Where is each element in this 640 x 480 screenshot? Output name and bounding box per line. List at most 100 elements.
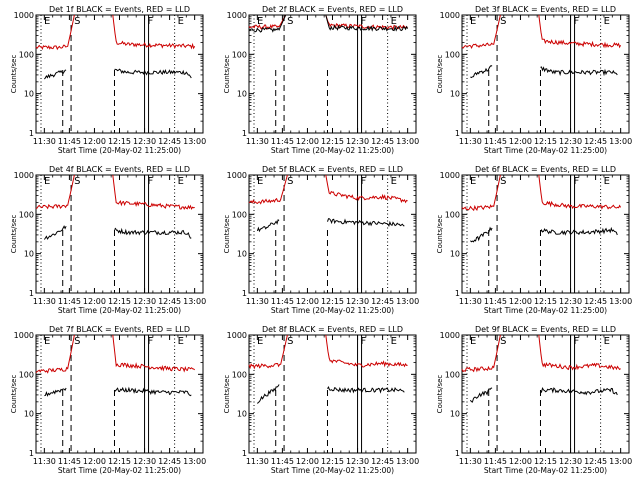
series-events-segment-2 bbox=[114, 227, 192, 239]
y-tick-label: 1 bbox=[242, 449, 247, 458]
x-tick-label: 11:30 bbox=[459, 137, 482, 146]
y-tick-label: 100 bbox=[445, 210, 460, 219]
panel-title: Det 5f BLACK = Events, RED = LLD bbox=[262, 165, 403, 174]
x-axis-label: Start Time (20-May-02 11:25:00) bbox=[271, 466, 394, 475]
plot-frame bbox=[35, 334, 204, 454]
marker-label: F bbox=[148, 16, 154, 27]
marker-label: E bbox=[44, 336, 50, 347]
x-axis-label: Start Time (20-May-02 11:25:00) bbox=[58, 306, 181, 315]
panel-title: Det 1f BLACK = Events, RED = LLD bbox=[49, 5, 190, 14]
x-tick-label: 12:15 bbox=[108, 137, 131, 146]
series-lld-segment-2 bbox=[538, 334, 621, 371]
series-lld-segment-2 bbox=[325, 334, 408, 368]
y-tick-label: 1000 bbox=[440, 11, 460, 20]
x-tick-label: 13:00 bbox=[183, 137, 206, 146]
x-tick-label: 12:30 bbox=[346, 457, 369, 466]
y-tick-label: 1000 bbox=[227, 331, 247, 340]
y-axis-label: Counts/sec bbox=[436, 215, 444, 254]
x-tick-label: 12:30 bbox=[133, 137, 156, 146]
x-tick-label: 11:45 bbox=[58, 137, 81, 146]
y-tick-label: 1 bbox=[29, 289, 34, 298]
y-tick-label: 1 bbox=[455, 289, 460, 298]
x-tick-label: 11:45 bbox=[484, 297, 507, 306]
y-tick-label: 1 bbox=[29, 129, 34, 138]
marker-label: E bbox=[257, 176, 263, 187]
y-tick-label: 100 bbox=[445, 50, 460, 59]
x-tick-label: 12:30 bbox=[133, 297, 156, 306]
y-tick-label: 10 bbox=[24, 410, 34, 419]
y-tick-label: 1 bbox=[29, 449, 34, 458]
y-tick-label: 1000 bbox=[227, 11, 247, 20]
panel-det-3: Det 3f BLACK = Events, RED = LLD 1 10 100 10… bbox=[436, 5, 632, 155]
panel-title: Det 2f BLACK = Events, RED = LLD bbox=[262, 5, 403, 14]
marker-label: F bbox=[361, 176, 367, 187]
x-tick-label: 13:00 bbox=[396, 137, 419, 146]
x-axis-label: Start Time (20-May-02 11:25:00) bbox=[484, 466, 607, 475]
x-tick-label: 12:15 bbox=[321, 457, 344, 466]
series-events-segment-2 bbox=[114, 68, 192, 79]
x-tick-label: 13:00 bbox=[183, 297, 206, 306]
x-tick-label: 11:45 bbox=[484, 457, 507, 466]
marker-label: F bbox=[361, 16, 367, 27]
series-lld-segment-1 bbox=[248, 174, 288, 205]
x-tick-label: 12:00 bbox=[83, 457, 106, 466]
marker-label: F bbox=[148, 176, 154, 187]
panel-det-8: Det 8f BLACK = Events, RED = LLD 1 10 100 10… bbox=[223, 325, 419, 475]
series-lld-segment-2 bbox=[325, 14, 408, 31]
series-lld-segment-1 bbox=[35, 14, 75, 51]
series-events-segment-1 bbox=[43, 225, 67, 240]
series-events-segment-1 bbox=[44, 69, 67, 80]
series-lld-segment-2 bbox=[112, 174, 195, 211]
panel-title: Det 3f BLACK = Events, RED = LLD bbox=[475, 5, 616, 14]
y-tick-label: 10 bbox=[450, 90, 460, 99]
x-tick-label: 13:00 bbox=[609, 297, 632, 306]
y-axis-label: Counts/sec bbox=[223, 375, 231, 414]
marker-label: S bbox=[500, 176, 506, 187]
series-lld-segment-1 bbox=[35, 334, 75, 374]
y-tick-label: 1000 bbox=[14, 11, 34, 20]
marker-label: E bbox=[391, 176, 397, 187]
marker-label: E bbox=[604, 336, 610, 347]
y-tick-label: 1 bbox=[242, 129, 247, 138]
y-tick-label: 100 bbox=[19, 210, 34, 219]
plot-frame bbox=[35, 174, 204, 294]
marker-label: E bbox=[178, 336, 184, 347]
marker-label: E bbox=[470, 176, 476, 187]
series-events-segment-1 bbox=[248, 14, 287, 33]
marker-label: E bbox=[391, 336, 397, 347]
y-tick-label: 1000 bbox=[440, 171, 460, 180]
marker-label: E bbox=[391, 16, 397, 27]
x-tick-label: 11:30 bbox=[246, 297, 269, 306]
x-tick-label: 12:15 bbox=[108, 457, 131, 466]
series-events-segment-2 bbox=[114, 386, 192, 397]
x-tick-label: 12:00 bbox=[83, 297, 106, 306]
panel-title: Det 9f BLACK = Events, RED = LLD bbox=[475, 325, 616, 334]
x-tick-label: 12:30 bbox=[346, 137, 369, 146]
x-tick-label: 12:30 bbox=[346, 297, 369, 306]
y-tick-label: 1 bbox=[242, 289, 247, 298]
x-tick-label: 12:15 bbox=[534, 297, 557, 306]
marker-label: E bbox=[178, 16, 184, 27]
x-axis-label: Start Time (20-May-02 11:25:00) bbox=[484, 306, 607, 315]
y-axis-label: Counts/sec bbox=[436, 55, 444, 94]
panel-title: Det 6f BLACK = Events, RED = LLD bbox=[475, 165, 616, 174]
y-tick-label: 100 bbox=[232, 50, 247, 59]
x-tick-label: 12:15 bbox=[108, 297, 131, 306]
plot-frame bbox=[248, 334, 417, 454]
x-tick-label: 11:30 bbox=[459, 457, 482, 466]
marker-label: S bbox=[287, 16, 293, 27]
x-tick-label: 12:15 bbox=[321, 137, 344, 146]
marker-label: F bbox=[574, 336, 580, 347]
series-events-segment-2 bbox=[327, 385, 405, 394]
panel-det-4: Det 4f BLACK = Events, RED = LLD 1 10 100 10… bbox=[10, 165, 206, 315]
marker-label: F bbox=[148, 336, 154, 347]
marker-label: S bbox=[500, 16, 506, 27]
x-tick-label: 11:30 bbox=[246, 457, 269, 466]
x-tick-label: 11:45 bbox=[271, 297, 294, 306]
y-tick-label: 1 bbox=[455, 129, 460, 138]
x-tick-label: 12:00 bbox=[509, 297, 532, 306]
x-tick-label: 13:00 bbox=[183, 457, 206, 466]
marker-label: E bbox=[44, 16, 50, 27]
x-tick-label: 12:30 bbox=[133, 457, 156, 466]
